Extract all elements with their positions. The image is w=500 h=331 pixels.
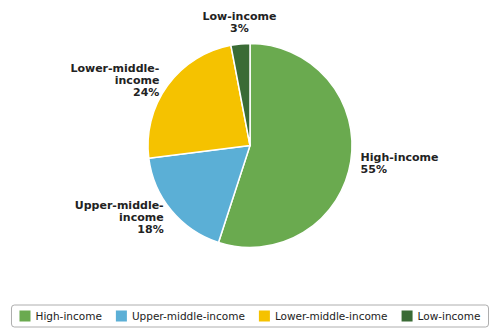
data-label: Upper-middle-income18% [75,199,164,236]
legend-entry: Lower-middle-income [275,310,388,322]
legend-swatch [259,311,270,322]
legend-swatch [402,311,413,322]
legend-frame [11,305,488,327]
legend-entry: High-income [35,310,101,322]
data-label: Low-income3% [203,10,277,35]
legend-entry: Upper-middle-income [132,310,245,322]
slice [231,44,250,146]
data-label: High-income55% [361,151,439,176]
chart: High-income55% Upper-middle-income18% Lowe… [0,0,500,331]
slices [148,44,352,248]
slice [149,146,250,243]
legend: High-income Upper-middle-income Lower-midd… [11,305,488,327]
data-label: Lower-middle-income24% [70,62,159,99]
legend-swatch [116,311,127,322]
legend-entry: Low-income [418,310,481,322]
legend-swatch [19,311,30,322]
